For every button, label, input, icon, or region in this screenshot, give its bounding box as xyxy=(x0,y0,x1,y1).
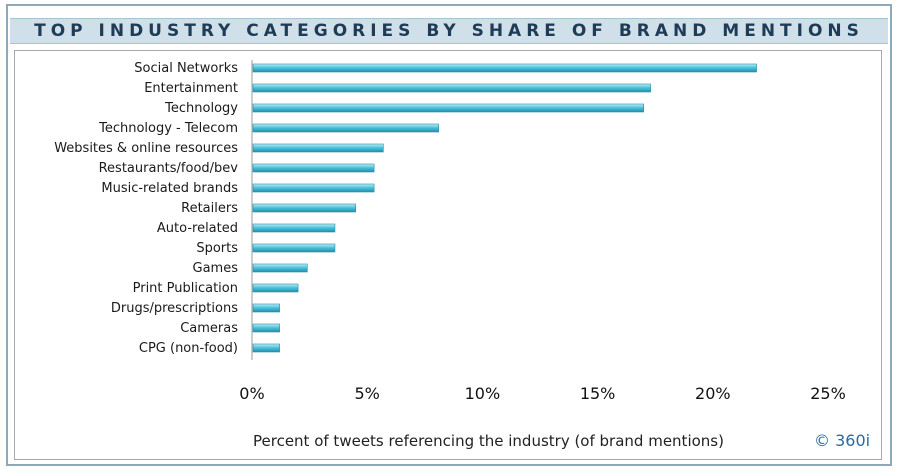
category-label: Restaurants/food/bev xyxy=(99,161,239,176)
category-label: Print Publication xyxy=(133,281,238,296)
category-label: Cameras xyxy=(180,321,238,336)
category-label: Auto-related xyxy=(157,221,238,236)
category-label: Drugs/prescriptions xyxy=(111,301,238,316)
category-label: Technology xyxy=(164,101,238,116)
bar xyxy=(252,83,651,93)
x-tick-label: 20% xyxy=(695,384,731,403)
bar xyxy=(252,143,384,153)
bar xyxy=(252,123,439,133)
bar xyxy=(252,243,336,253)
category-label: CPG (non-food) xyxy=(139,341,238,356)
plot-area-border xyxy=(14,50,882,460)
bar xyxy=(252,183,375,193)
chart-title-bar: TOP INDUSTRY CATEGORIES BY SHARE OF BRAN… xyxy=(10,18,888,44)
x-tick-label: 5% xyxy=(355,384,380,403)
bar xyxy=(252,283,299,293)
bar xyxy=(252,263,308,273)
bar xyxy=(252,303,280,313)
x-tick-label: 15% xyxy=(580,384,616,403)
bar xyxy=(252,163,375,173)
category-label: Websites & online resources xyxy=(54,141,238,156)
bar xyxy=(252,203,356,213)
category-label: Entertainment xyxy=(144,81,238,96)
bar xyxy=(252,63,757,73)
category-label: Music-related brands xyxy=(101,181,238,196)
x-tick-label: 25% xyxy=(810,384,846,403)
category-label: Technology - Telecom xyxy=(98,121,238,136)
x-tick-label: 10% xyxy=(465,384,501,403)
category-label: Games xyxy=(193,261,239,276)
category-label: Sports xyxy=(196,241,238,256)
bar xyxy=(252,343,280,353)
bar xyxy=(252,103,644,113)
category-label: Retailers xyxy=(181,201,238,216)
credit-label: © 360i xyxy=(814,431,871,450)
x-axis-title: Percent of tweets referencing the indust… xyxy=(253,432,724,450)
bar xyxy=(252,223,336,233)
category-label: Social Networks xyxy=(134,61,238,76)
bar xyxy=(252,323,280,333)
x-tick-label: 0% xyxy=(239,384,264,403)
chart-frame xyxy=(6,4,892,466)
chart-title: TOP INDUSTRY CATEGORIES BY SHARE OF BRAN… xyxy=(34,21,864,41)
